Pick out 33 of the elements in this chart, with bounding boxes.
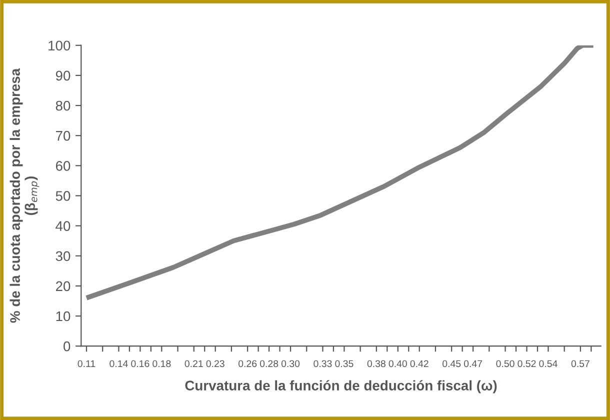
x-tick-label: 0.40 bbox=[388, 360, 407, 368]
x-tick-label: 0.38 bbox=[367, 360, 386, 368]
x-tick-label: 0.14 bbox=[110, 360, 128, 368]
x-tick-label: 0.16 bbox=[131, 360, 150, 368]
y-tick-label: 60 bbox=[56, 160, 70, 171]
y-tick-label: 10 bbox=[56, 311, 70, 322]
x-tick-label: 0.57 bbox=[571, 360, 590, 368]
y-axis-title: % de la cuota aportado por la empresa (β$_{emp}$) bbox=[10, 68, 40, 323]
x-tick-label: 0.23 bbox=[206, 360, 224, 368]
y-tick-label: 30 bbox=[56, 251, 70, 262]
x-tick-label: 0.42 bbox=[410, 360, 428, 368]
x-tick-label: 0.21 bbox=[184, 360, 203, 368]
x-axis-title: Curvatura de la función de deducción fiscal (ω) bbox=[185, 380, 497, 394]
y-tick-label: 80 bbox=[56, 100, 70, 111]
y-tick-label: 90 bbox=[56, 70, 70, 81]
x-tick-label: 0.52 bbox=[518, 360, 536, 368]
y-tick-label: 40 bbox=[56, 221, 70, 231]
y-tick-label: 70 bbox=[56, 130, 70, 141]
x-tick-label: 0.33 bbox=[314, 360, 332, 368]
x-tick-label: 0.26 bbox=[238, 360, 257, 368]
x-tick-label: 0.45 bbox=[442, 360, 461, 368]
x-tick-label: 0.18 bbox=[152, 360, 171, 368]
y-tick-label: 50 bbox=[56, 191, 70, 201]
x-tick-label: 0.54 bbox=[539, 360, 558, 368]
y-tick-label: 20 bbox=[56, 281, 70, 292]
x-tick-label: 0.35 bbox=[335, 360, 354, 368]
y-tick-label: 100 bbox=[48, 40, 70, 51]
x-tick-label: 0.11 bbox=[78, 360, 96, 368]
x-tick-label: 0.50 bbox=[496, 360, 514, 368]
x-tick-label: 0.28 bbox=[260, 360, 278, 368]
y-tick-label: 0 bbox=[64, 341, 70, 352]
x-tick-label: 0.30 bbox=[281, 360, 300, 368]
x-tick-label: 0.47 bbox=[464, 360, 482, 368]
